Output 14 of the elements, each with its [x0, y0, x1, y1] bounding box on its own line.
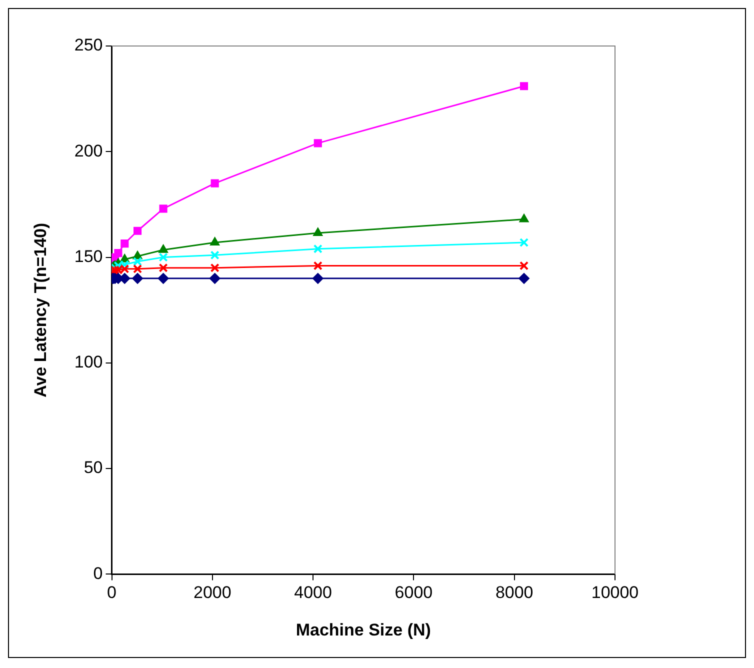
x-tick-label: 2000: [193, 583, 232, 602]
x-tick-label: 10000: [591, 583, 639, 602]
y-tick-label: 250: [74, 36, 103, 55]
y-tick-label: 50: [84, 458, 103, 478]
x-axis-title: Machine Size (N): [296, 620, 431, 640]
y-tick-label: 150: [74, 246, 103, 266]
x-tick-label: 8000: [495, 583, 534, 602]
x-tick-label: 6000: [394, 583, 433, 602]
x-tick-label: 4000: [294, 583, 332, 602]
y-axis-title: Ave Latency T(n=140): [30, 222, 50, 398]
x-tick-label: 0: [107, 583, 116, 602]
y-tick-label: 0: [93, 564, 103, 583]
y-tick-label: 200: [74, 141, 103, 160]
y-tick-label: 100: [74, 352, 103, 372]
